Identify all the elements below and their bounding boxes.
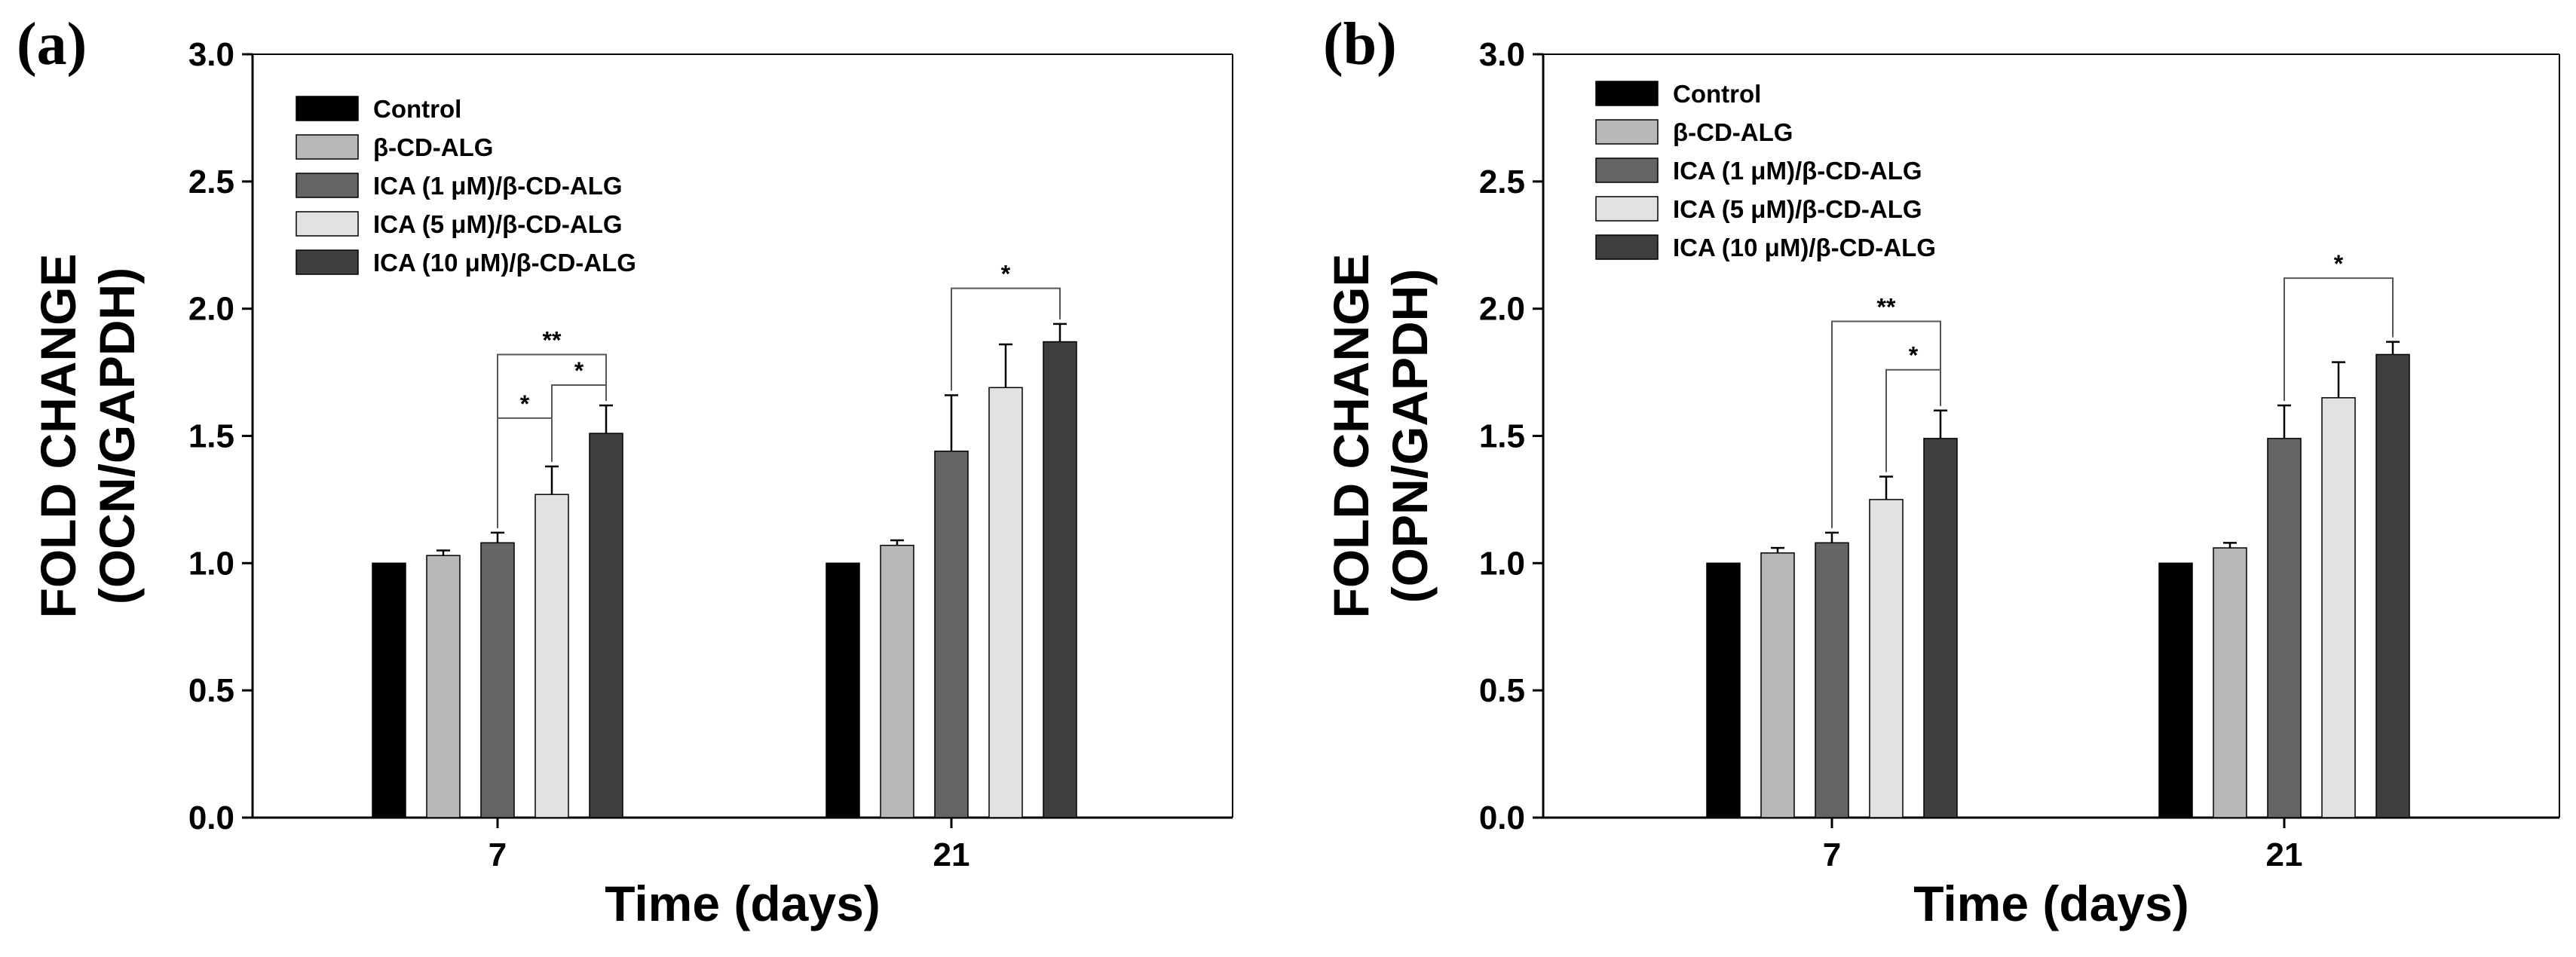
bar-1-0 xyxy=(825,562,860,818)
bar-1-1 xyxy=(2213,547,2247,818)
y-tick-label: 1.5 xyxy=(1479,418,1525,455)
significance-bracket xyxy=(497,417,553,528)
bar-1-3 xyxy=(2321,397,2356,818)
y-tick-label: 0.5 xyxy=(1479,672,1525,709)
panel-label: (a) xyxy=(17,11,87,78)
x-axis-title: Time (days) xyxy=(605,876,881,931)
x-tick-label: 7 xyxy=(489,836,507,873)
legend-label-0: Control xyxy=(1673,80,1761,108)
y-tick-label: 3.0 xyxy=(1479,36,1525,73)
bar-0-0 xyxy=(372,562,406,818)
x-tick-label: 21 xyxy=(2266,836,2303,873)
legend-label-2: ICA (1 μM)/β-CD-ALG xyxy=(1673,157,1922,185)
legend-label-1: β-CD-ALG xyxy=(1673,118,1793,146)
legend-label-4: ICA (10 μM)/β-CD-ALG xyxy=(373,249,636,277)
legend-swatch-0 xyxy=(296,96,359,121)
significance-bracket xyxy=(1885,368,1941,472)
y-tick-label: 1.0 xyxy=(1479,545,1525,582)
chart-panel-1: (b) FOLD CHANGE (OPN/GAPDH) 0.0 0.5 1.0 1.5 2.0… xyxy=(1323,11,2560,931)
y-tick-label: 1.5 xyxy=(188,418,234,455)
x-tick-label: 21 xyxy=(933,836,970,873)
legend-label-3: ICA (5 μM)/β-CD-ALG xyxy=(373,210,623,238)
bar-0-1 xyxy=(1760,552,1795,818)
y-tick-label: 0.0 xyxy=(188,800,234,836)
x-axis-title: Time (days) xyxy=(1913,876,2189,931)
bar-0-4 xyxy=(589,433,623,818)
panel-label: (b) xyxy=(1323,11,1397,78)
y-tick-label: 2.5 xyxy=(1479,164,1525,200)
significance-label: * xyxy=(1909,342,1919,369)
bar-0-0 xyxy=(1706,562,1741,818)
y-tick-label: 0.0 xyxy=(1479,800,1525,836)
legend-label-1: β-CD-ALG xyxy=(373,133,493,161)
bar-1-4 xyxy=(1043,341,1077,818)
y-axis-subtitle: (OPN/GAPDH) xyxy=(1382,269,1438,604)
bar-0-3 xyxy=(534,494,569,818)
significance-label: * xyxy=(520,390,530,417)
legend-swatch-2 xyxy=(1595,157,1659,183)
y-tick-label: 2.0 xyxy=(1479,291,1525,328)
legend-swatch-3 xyxy=(296,211,359,237)
bar-0-2 xyxy=(480,542,515,818)
chart-panel-0: (a) FOLD CHANGE (OCN/GAPDH) 0.0 0.5 1.0 1.5 2.0… xyxy=(17,11,1233,931)
y-axis-title: FOLD CHANGE xyxy=(1323,254,1379,619)
bar-1-2 xyxy=(934,451,969,818)
significance-bracket xyxy=(1831,320,1941,528)
y-tick-label: 2.5 xyxy=(188,164,234,200)
bar-1-4 xyxy=(2375,353,2410,818)
y-axis-subtitle: (OCN/GAPDH) xyxy=(89,268,145,604)
bar-0-3 xyxy=(1869,499,1904,818)
legend-swatch-0 xyxy=(1595,81,1659,106)
y-tick-label: 0.5 xyxy=(188,672,234,709)
x-tick-label: 7 xyxy=(1823,836,1841,873)
significance-label: * xyxy=(1001,261,1011,288)
legend-label-4: ICA (10 μM)/β-CD-ALG xyxy=(1673,234,1936,261)
bar-1-1 xyxy=(880,544,914,818)
legend-label-3: ICA (5 μM)/β-CD-ALG xyxy=(1673,195,1922,223)
bar-1-2 xyxy=(2267,438,2302,818)
significance-label: * xyxy=(2334,250,2344,277)
bar-1-0 xyxy=(2158,562,2193,818)
legend-swatch-4 xyxy=(296,249,359,275)
bar-0-4 xyxy=(1923,438,1958,818)
significance-label: * xyxy=(574,357,584,384)
legend-label-0: Control xyxy=(373,95,461,123)
bar-1-3 xyxy=(988,387,1023,818)
legend-swatch-3 xyxy=(1595,196,1659,222)
bar-0-1 xyxy=(426,555,461,818)
bar-0-2 xyxy=(1815,542,1849,818)
legend-swatch-4 xyxy=(1595,234,1659,260)
significance-bracket xyxy=(951,287,1061,391)
y-axis-title: FOLD CHANGE xyxy=(30,254,86,619)
legend-swatch-1 xyxy=(296,134,359,160)
significance-label: ** xyxy=(543,326,562,353)
significance-label: ** xyxy=(1877,294,1896,321)
significance-bracket xyxy=(2283,277,2394,401)
y-tick-label: 2.0 xyxy=(188,291,234,328)
y-tick-label: 3.0 xyxy=(188,36,234,73)
legend-swatch-1 xyxy=(1595,119,1659,145)
legend-label-2: ICA (1 μM)/β-CD-ALG xyxy=(373,172,623,200)
y-tick-label: 1.0 xyxy=(188,545,234,582)
legend-swatch-2 xyxy=(296,173,359,198)
